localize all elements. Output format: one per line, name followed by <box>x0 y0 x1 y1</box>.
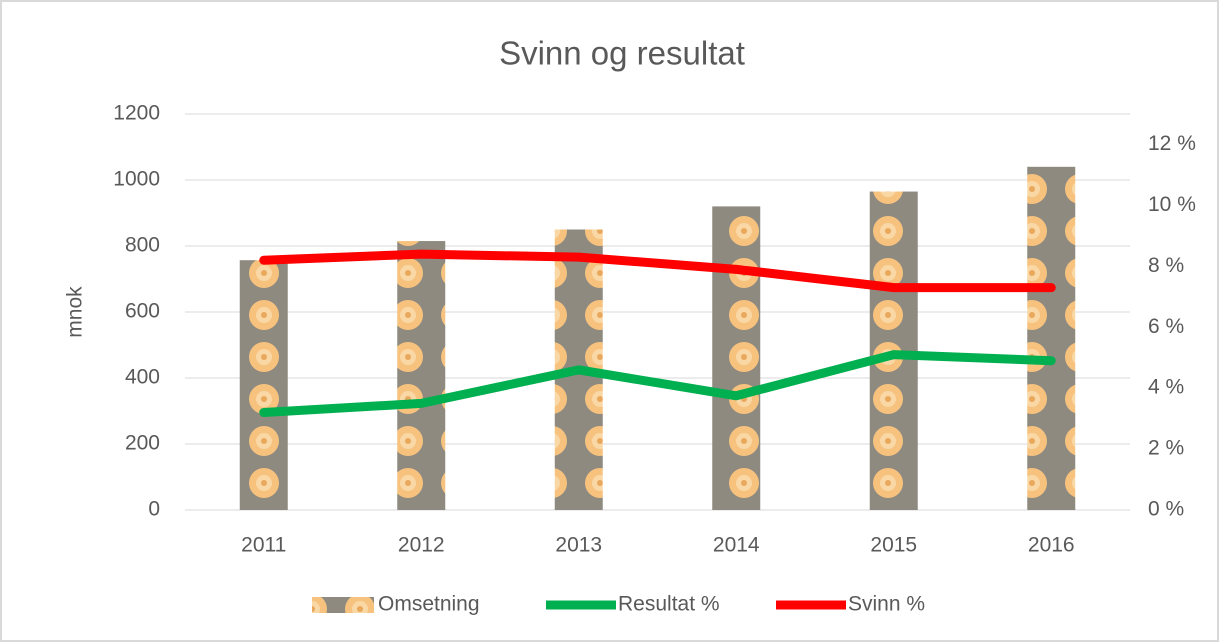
legend-label: Resultat % <box>618 593 720 616</box>
y2-tick-label: 6 % <box>1148 315 1184 338</box>
legend-swatch <box>312 597 374 613</box>
x-tick-label: 2012 <box>398 534 445 557</box>
x-tick-label: 2015 <box>870 534 917 557</box>
y-tick-label: 400 <box>125 366 160 389</box>
y2-tick-label: 0 % <box>1148 498 1184 521</box>
y2-tick-label: 12 % <box>1148 132 1196 155</box>
bar <box>712 206 760 510</box>
y-tick-label: 1200 <box>113 102 160 125</box>
x-tick-label: 2011 <box>241 534 286 557</box>
bar <box>1027 167 1075 510</box>
y-tick-label: 600 <box>125 300 160 323</box>
bar <box>240 260 288 510</box>
legend-label: Svinn % <box>848 593 925 616</box>
y-tick-label: 800 <box>125 234 160 257</box>
y2-tick-label: 10 % <box>1148 193 1196 216</box>
y2-tick-label: 8 % <box>1148 254 1184 277</box>
y-tick-label: 1000 <box>113 168 160 191</box>
x-tick-label: 2014 <box>713 534 760 557</box>
chart-title: Svinn og resultat <box>499 35 745 72</box>
chart: Svinn og resultat mnok 0 200 400 600 800 1000… <box>0 0 1221 644</box>
y-tick-label: 0 <box>148 498 160 521</box>
x-tick-label: 2016 <box>1028 534 1075 557</box>
legend-label: Omsetning <box>378 593 480 616</box>
y2-tick-label: 4 % <box>1148 376 1184 399</box>
bar <box>397 241 445 510</box>
y-tick-label: 200 <box>125 432 160 455</box>
y-axis-label: mnok <box>64 286 87 338</box>
y2-tick-label: 2 % <box>1148 437 1184 460</box>
x-tick-label: 2013 <box>555 534 602 557</box>
